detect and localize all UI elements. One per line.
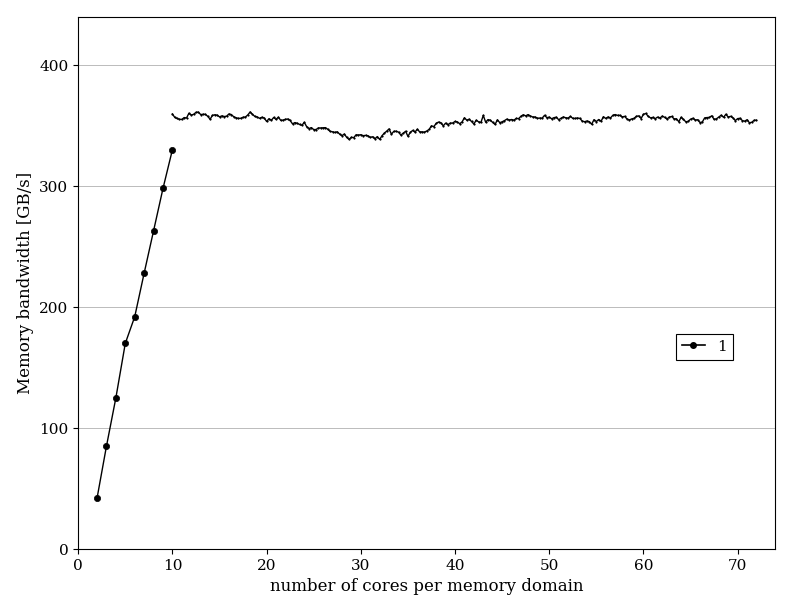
Legend: 1: 1 [676,334,733,360]
Y-axis label: Memory bandwidth [GB/s]: Memory bandwidth [GB/s] [17,172,34,394]
X-axis label: number of cores per memory domain: number of cores per memory domain [270,578,584,595]
